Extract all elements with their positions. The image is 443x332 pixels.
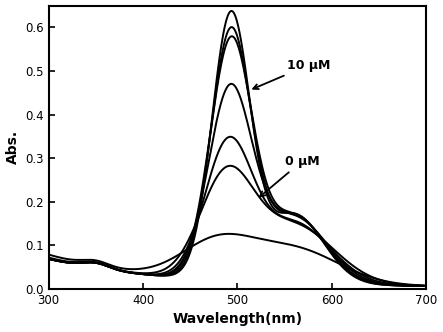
Text: 10 μM: 10 μM xyxy=(253,59,330,89)
Y-axis label: Abs.: Abs. xyxy=(6,130,19,164)
Text: 0 μM: 0 μM xyxy=(260,155,319,197)
X-axis label: Wavelength(nm): Wavelength(nm) xyxy=(172,312,303,326)
